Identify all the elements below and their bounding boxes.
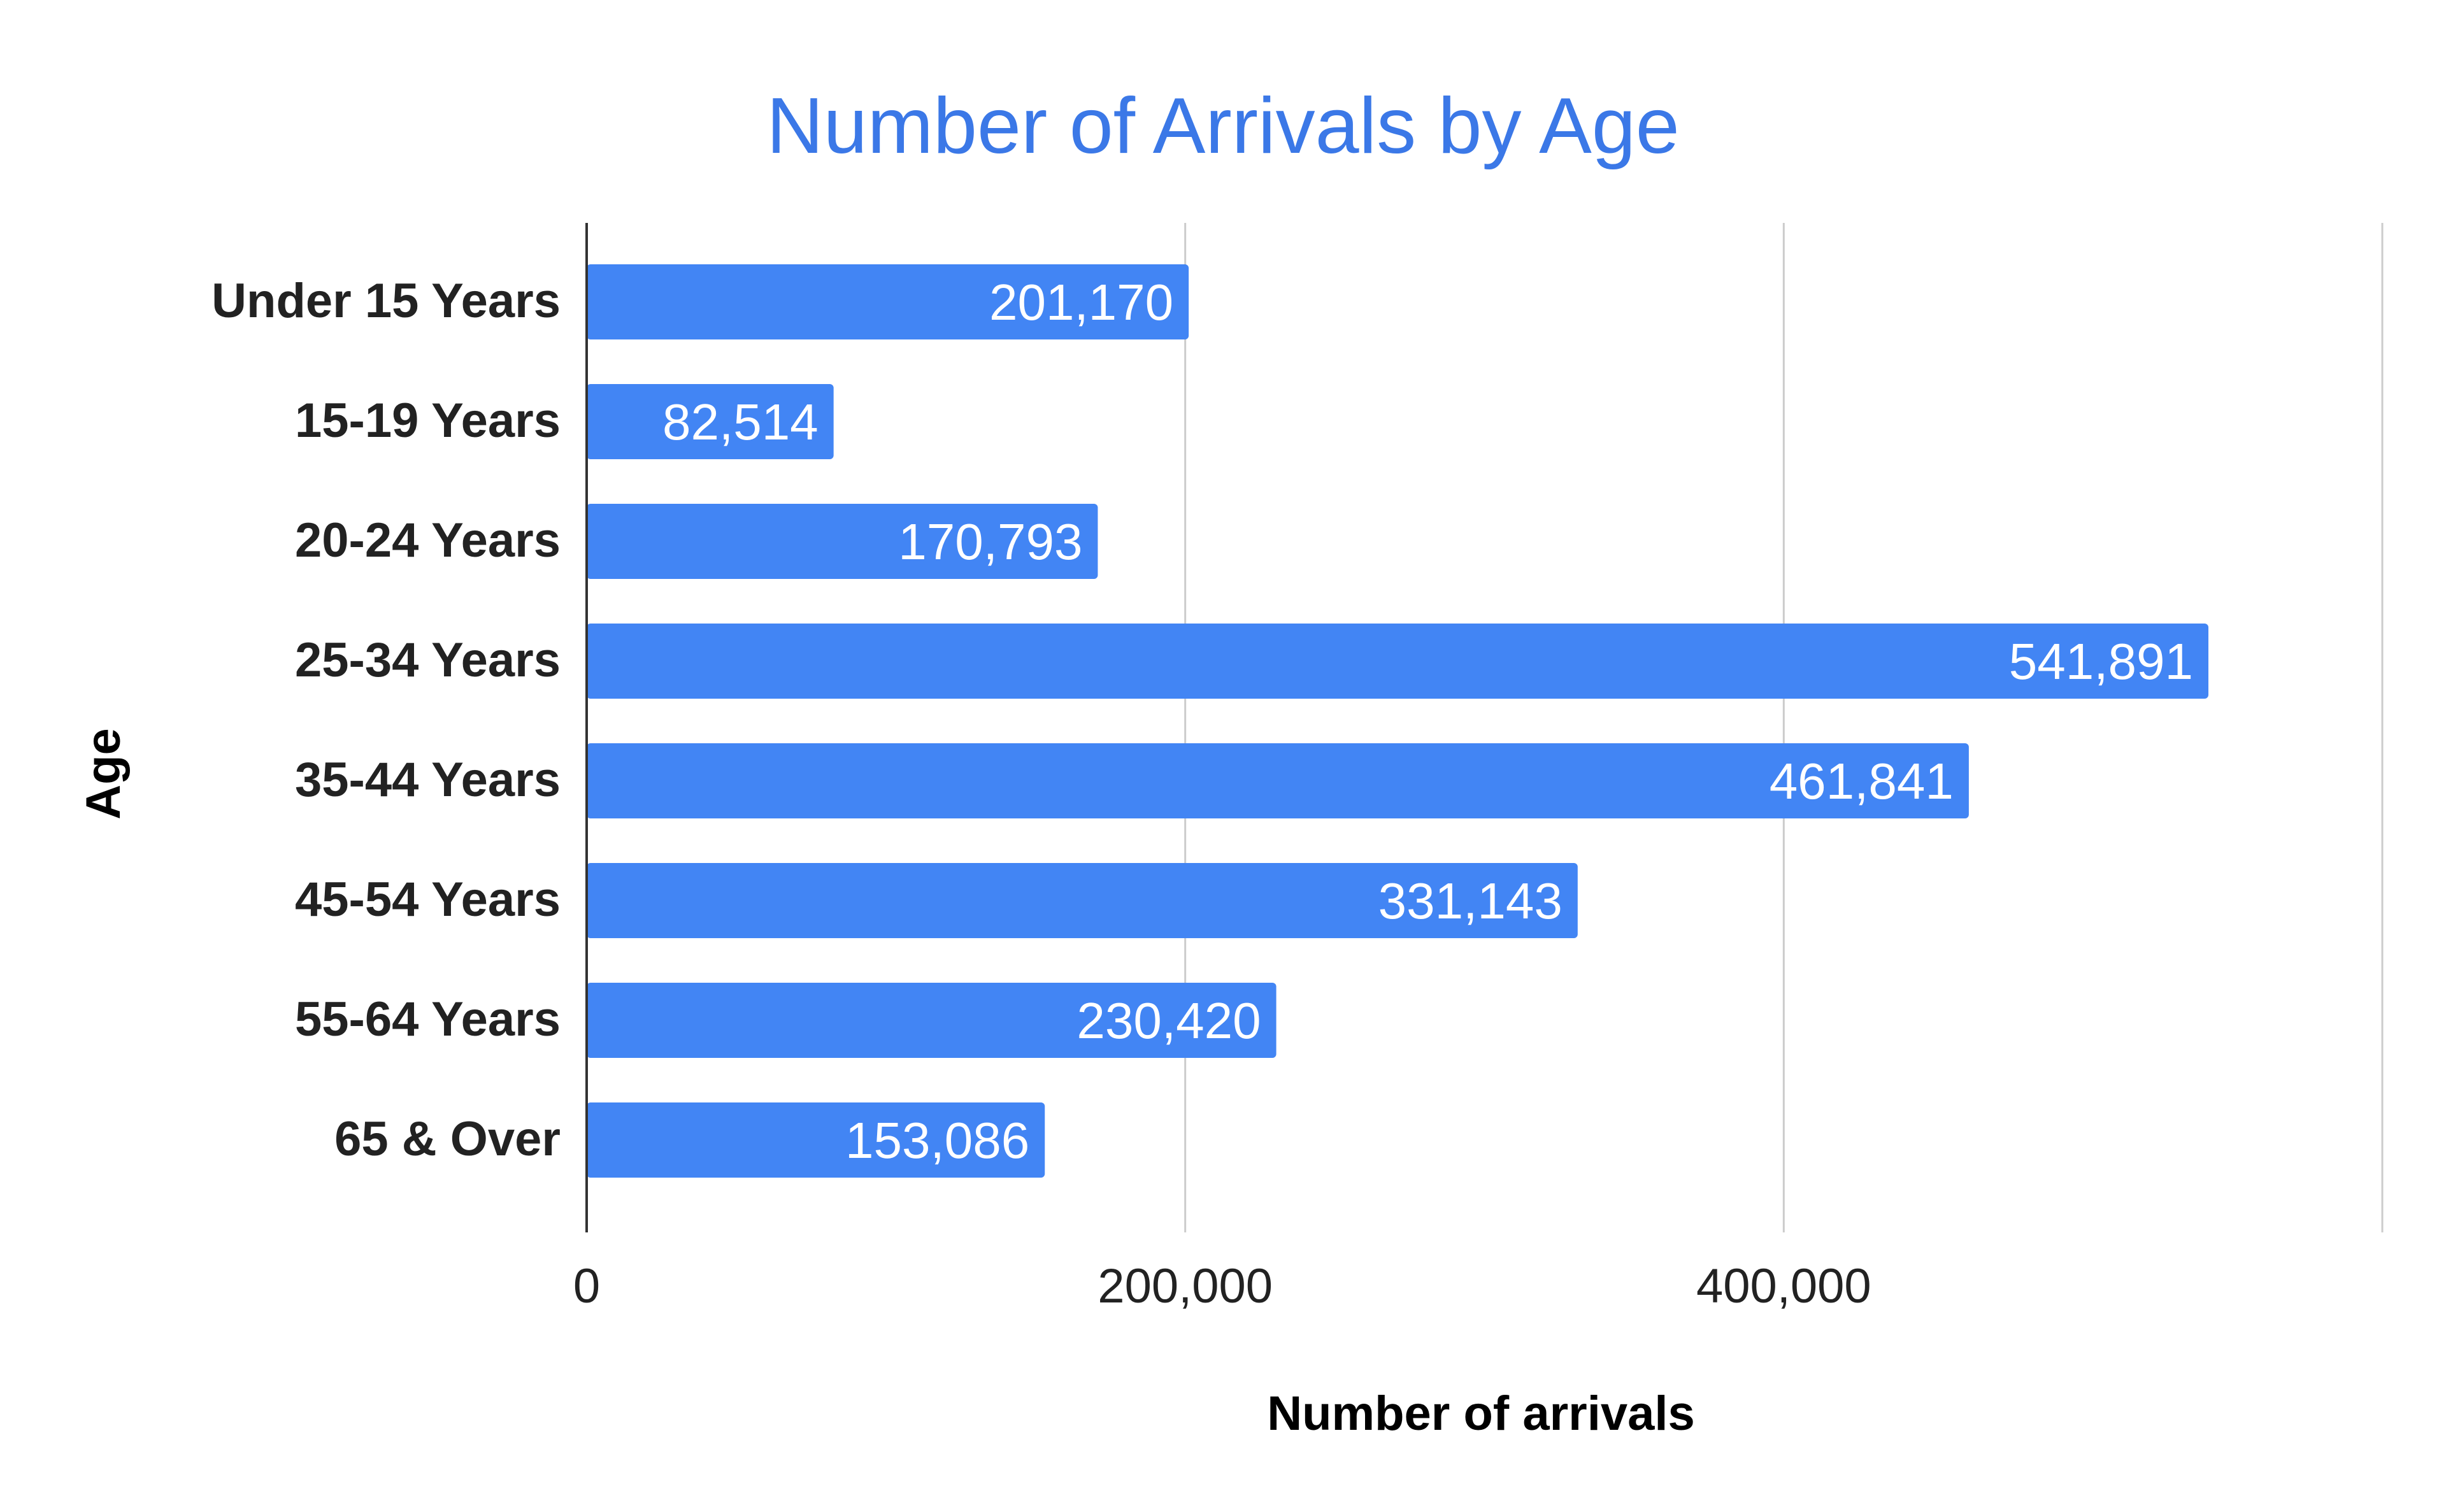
bar-data-label: 230,420 <box>1076 992 1261 1049</box>
bar <box>587 504 1098 579</box>
bars: 201,170 82,514 170,793 541,891 461,841 331,14… <box>587 264 2208 1178</box>
y-axis-title: Age <box>76 728 131 820</box>
category-label: 65 & Over <box>334 1112 561 1166</box>
category-label: 15-19 Years <box>295 394 561 448</box>
bar <box>587 983 1277 1058</box>
category-label: 55-64 Years <box>295 992 561 1046</box>
bar-data-label: 331,143 <box>1378 873 1563 929</box>
x-tick-label: 200,000 <box>1098 1259 1273 1313</box>
bar-data-label: 153,086 <box>845 1112 1029 1169</box>
bar <box>587 264 1189 339</box>
bar <box>587 384 834 459</box>
x-axis-title: Number of arrivals <box>1267 1387 1695 1441</box>
bar-data-label: 461,841 <box>1770 753 1954 809</box>
bar <box>587 624 2208 699</box>
chart-title: Number of Arrivals by Age <box>766 82 1680 170</box>
bar-data-label: 201,170 <box>989 274 1173 331</box>
category-label: 35-44 Years <box>295 753 561 807</box>
bar-data-label: 170,793 <box>898 513 1082 570</box>
bar-data-label: 82,514 <box>662 394 819 450</box>
category-label: Under 15 Years <box>211 274 561 328</box>
gridlines <box>1184 223 2384 1232</box>
x-tick-label: 0 <box>573 1259 600 1313</box>
bar <box>587 863 1578 938</box>
x-tick-labels: 0 200,000 400,000 <box>573 1259 1871 1313</box>
category-label: 25-34 Years <box>295 633 561 687</box>
category-label: 45-54 Years <box>295 873 561 927</box>
x-tick-label: 400,000 <box>1696 1259 1871 1313</box>
category-label: 20-24 Years <box>295 513 561 567</box>
bar <box>587 743 1969 818</box>
bar-data-label: 541,891 <box>2009 633 2193 690</box>
bar <box>587 1102 1045 1178</box>
category-labels: Under 15 Years 15-19 Years 20-24 Years 25-3… <box>211 274 561 1166</box>
